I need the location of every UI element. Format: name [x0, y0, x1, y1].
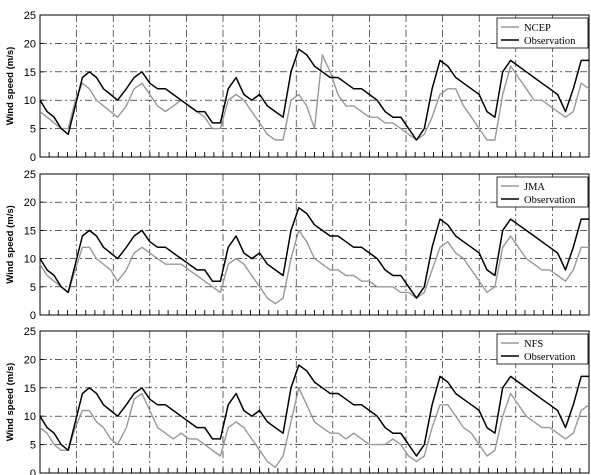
y-tick-label: 5: [30, 282, 36, 294]
series-nfs: [39, 387, 590, 468]
series-line: [39, 48, 589, 141]
series-line: [39, 54, 590, 141]
series-line: [39, 364, 589, 457]
y-axis-label: Wind speed (m/s): [5, 205, 16, 284]
y-tick-label: 15: [24, 67, 36, 79]
y-tick-label: 5: [30, 440, 36, 452]
series-line: [39, 387, 590, 468]
legend-label: Observation: [524, 352, 576, 363]
y-tick-label: 10: [24, 95, 36, 107]
series-ncep: [39, 54, 590, 141]
series-line: [39, 229, 589, 305]
y-tick-label: 25: [24, 326, 36, 338]
y-tick-label: 0: [30, 310, 36, 322]
legend-box: [496, 176, 589, 208]
y-tick-label: 20: [24, 354, 36, 366]
y-tick-label: 10: [24, 411, 36, 423]
panel-1: 0 5 10 15 20 25 Wind speed (m/s) NCEP Observatio…: [5, 10, 590, 164]
legend: NCEP Observation: [496, 17, 589, 49]
grid: [40, 331, 589, 473]
series-line: [39, 207, 589, 299]
series-observation: [39, 48, 589, 141]
y-tick-label: 10: [24, 254, 36, 266]
panel-3: 0 5 10 15 20 25 Wind speed (m/s) NFS Observation: [5, 326, 590, 475]
y-tick-label: 25: [24, 169, 36, 181]
legend: JMA Observation: [496, 176, 589, 208]
legend-label: Observation: [524, 36, 576, 47]
y-tick-label: 25: [24, 10, 36, 22]
legend-label: NFS: [524, 339, 543, 350]
legend-label: JMA: [524, 182, 545, 193]
y-tick-label: 0: [30, 468, 36, 475]
panel-2: 0 5 10 15 20 25 Wind speed (m/s) JMA Observation: [5, 169, 590, 322]
y-tick-label: 5: [30, 124, 36, 136]
y-tick-label: 15: [24, 225, 36, 237]
y-axis-label: Wind speed (m/s): [5, 363, 16, 442]
y-tick-label: 0: [30, 152, 36, 164]
y-tick-label: 20: [24, 197, 36, 209]
y-tick-label: 15: [24, 383, 36, 395]
legend: NFS Observation: [496, 333, 589, 365]
legend-box: [496, 333, 589, 365]
grid: [40, 15, 589, 157]
legend-label: NCEP: [524, 23, 551, 34]
y-tick-label: 20: [24, 38, 36, 50]
legend-box: [496, 17, 589, 49]
series-jma: [39, 229, 589, 305]
legend-label: Observation: [524, 195, 576, 206]
series-observation: [39, 207, 589, 299]
series-observation: [39, 364, 589, 457]
y-axis-label: Wind speed (m/s): [5, 47, 16, 126]
